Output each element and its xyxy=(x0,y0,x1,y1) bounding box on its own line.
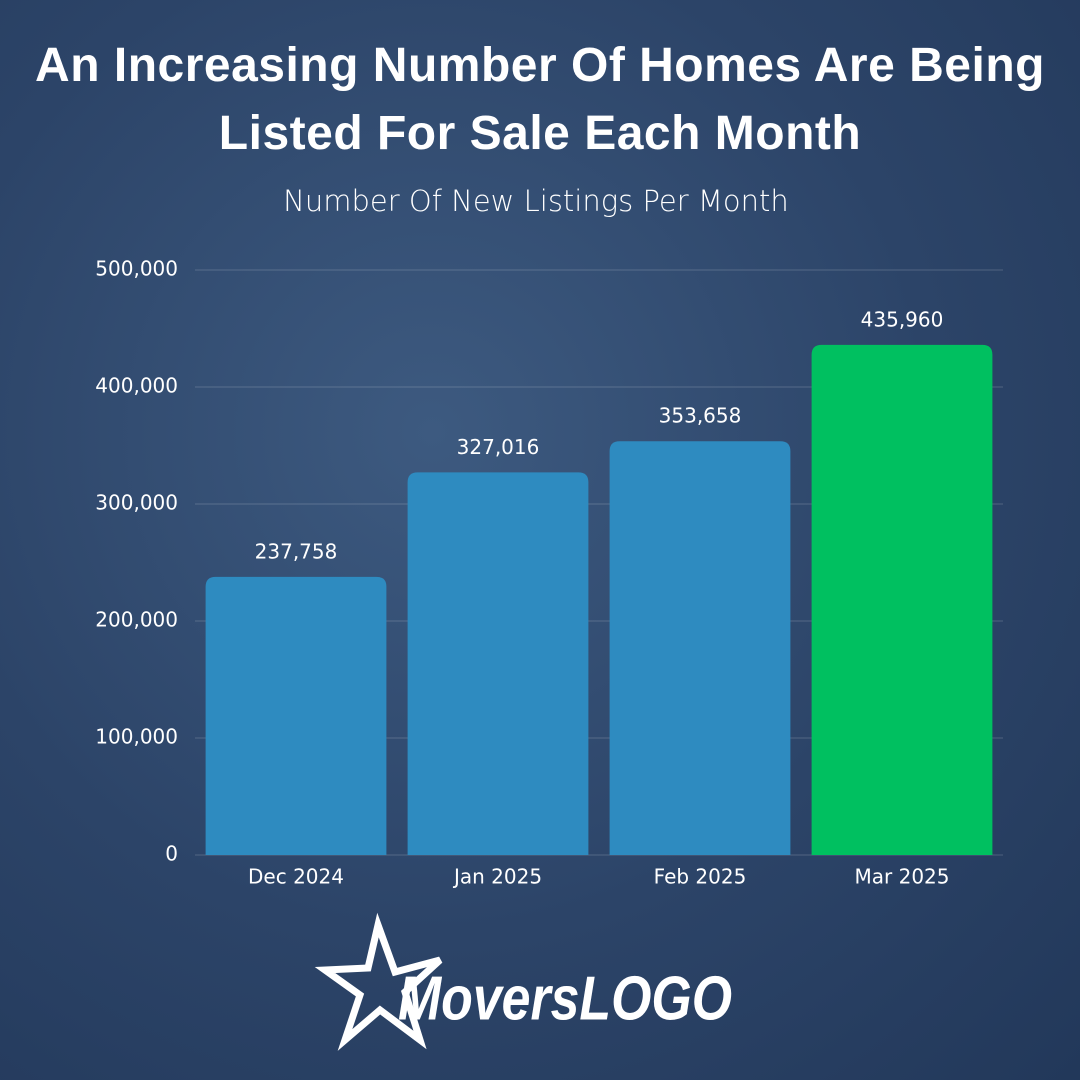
y-tick-label: 300,000 xyxy=(95,491,178,515)
value-label: 353,658 xyxy=(659,404,742,428)
value-label: 237,758 xyxy=(255,539,338,563)
bar xyxy=(811,344,993,855)
x-tick-label: Feb 2025 xyxy=(654,865,747,889)
bar xyxy=(609,441,791,855)
chart-title: An Increasing Number Of Homes Are Being … xyxy=(35,39,1045,160)
x-tick-label: Dec 2024 xyxy=(248,865,344,889)
x-tick-label: Mar 2025 xyxy=(855,865,950,889)
y-tick-label: 0 xyxy=(165,842,178,866)
bar xyxy=(407,472,589,855)
logo-text: MoversLOGO xyxy=(398,964,732,1033)
logo: MoversLOGO xyxy=(314,912,732,1051)
value-label: 327,016 xyxy=(457,435,540,459)
chart-subtitle: Number Of New Listings Per Month xyxy=(283,184,789,218)
y-tick-label: 100,000 xyxy=(95,725,178,749)
y-tick-label: 500,000 xyxy=(95,257,178,281)
y-tick-label: 200,000 xyxy=(95,608,178,632)
x-tick-label: Jan 2025 xyxy=(452,865,542,889)
logo-star xyxy=(314,912,443,1051)
y-tick-label: 400,000 xyxy=(95,374,178,398)
bar xyxy=(205,576,387,855)
value-label: 435,960 xyxy=(861,307,944,331)
